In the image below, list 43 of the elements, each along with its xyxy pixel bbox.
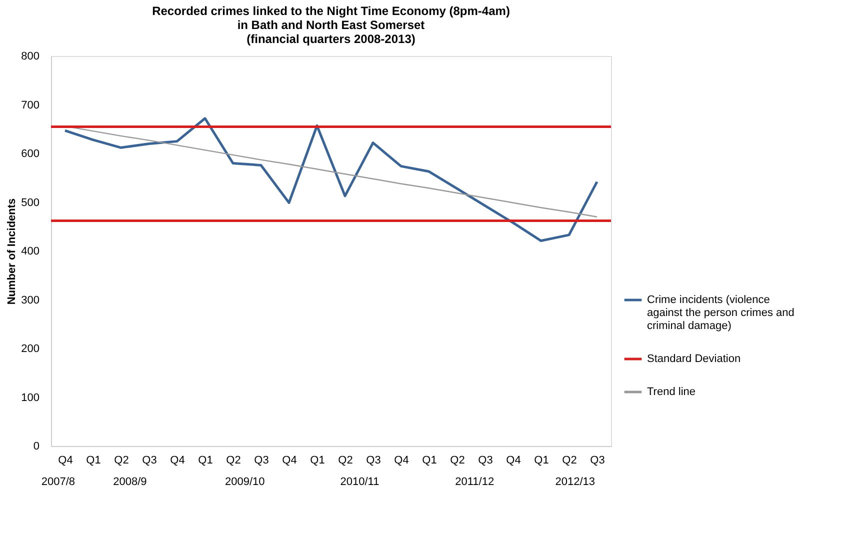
y-tick-label: 800	[21, 50, 40, 62]
legend-label: Crime incidents (violence against the person crimes and criminal damage)	[647, 294, 794, 332]
text: 2008/9	[113, 476, 147, 488]
x-tick-label: Q2	[114, 454, 129, 466]
x-tick-label: Q1	[86, 454, 101, 466]
x-tick-label: Q1	[534, 454, 549, 466]
y-tick-label: 200	[21, 343, 40, 355]
legend-label: Standard Deviation	[647, 353, 741, 365]
y-tick-label: 400	[21, 246, 40, 258]
x-tick-label: Q2	[562, 454, 577, 466]
text: (financial quarters 2008-2013)	[246, 32, 416, 46]
x-tick-label: Q4	[170, 454, 185, 466]
x-tick-label: Q4	[394, 454, 409, 466]
text: 2007/8	[41, 476, 76, 488]
text: Recorded crimes linked to the Night Time Economy (8pm-4am)	[152, 4, 510, 18]
x-tick-label: Q3	[142, 454, 157, 466]
text: 2012/13	[555, 476, 595, 488]
x-tick-label: Q3	[478, 454, 493, 466]
x-tick-label: Q1	[310, 454, 325, 466]
x-tick-label: Q3	[366, 454, 381, 466]
legend-label: Trend line	[647, 386, 696, 398]
x-tick-label: Q3	[590, 454, 605, 466]
text: in Bath and North East Somerset	[237, 18, 425, 32]
y-tick-label: 300	[21, 294, 40, 306]
x-tick-label: Q3	[254, 454, 269, 466]
y-tick-label: 0	[33, 440, 40, 452]
text: 2010/11	[340, 476, 380, 488]
x-tick-label: Q4	[506, 454, 521, 466]
x-tick-label: Q4	[58, 454, 73, 466]
y-tick-label: 100	[21, 392, 40, 404]
text: 2011/12	[455, 476, 494, 488]
y-tick-label: 600	[21, 148, 40, 160]
y-tick-label: 700	[21, 99, 40, 112]
x-tick-label: Q1	[422, 454, 437, 466]
x-tick-label: Q2	[338, 454, 353, 466]
x-tick-label: Q1	[198, 454, 213, 466]
line-series	[64, 117, 598, 242]
y-axis-title: Number of Incidents	[6, 198, 18, 305]
x-tick-label: Q2	[450, 454, 465, 466]
x-tick-label: Q2	[226, 454, 241, 466]
x-tick-label: Q4	[282, 454, 297, 466]
text: 2009/10	[224, 476, 265, 488]
y-tick-label: 500	[21, 196, 40, 209]
